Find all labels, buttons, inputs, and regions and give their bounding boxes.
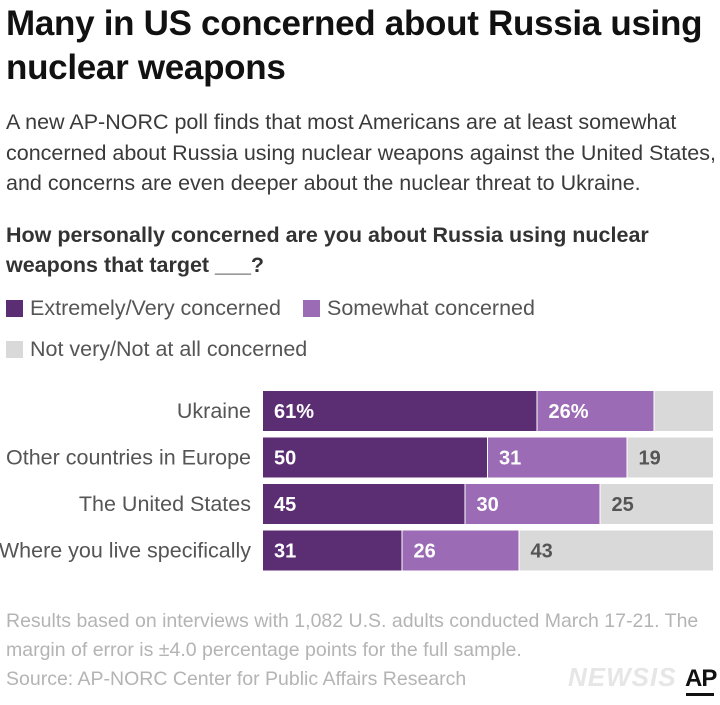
question-text: How personally concerned are you about R…	[6, 223, 649, 277]
legend-item-somewhat: Somewhat concerned	[303, 295, 535, 321]
bar-the-united-states-not-very-not-at-all-concerned	[600, 484, 713, 524]
data-label-the-united-states-extremely-very-concerned: 45	[274, 494, 296, 516]
bar-ukraine-not-very-not-at-all-concerned	[654, 391, 713, 431]
data-label-ukraine-somewhat-concerned: 26%	[549, 401, 589, 423]
category-label-where-you-live-specifically: Where you live specifically	[0, 539, 251, 563]
data-label-other-countries-in-europe-somewhat-concerned: 31	[499, 448, 521, 470]
bar-other-countries-in-europe-somewhat-concerned	[488, 437, 627, 478]
data-label-other-countries-in-europe-extremely-very-concerned: 50	[274, 448, 296, 470]
bar-ukraine-extremely-very-concerned	[263, 391, 537, 431]
ap-logo: AP	[685, 665, 717, 692]
bar-other-countries-in-europe-extremely-very-concerned	[263, 437, 487, 478]
data-label-where-you-live-specifically-extremely-very-concerned: 31	[274, 541, 296, 563]
data-label-the-united-states-somewhat-concerned: 30	[477, 494, 499, 516]
category-label-ukraine: Ukraine	[177, 399, 251, 423]
chart-subtitle: A new AP-NORC poll finds that most Ameri…	[6, 110, 716, 195]
ap-logo-underline	[686, 693, 714, 696]
data-label-ukraine-extremely-very-concerned: 61%	[274, 401, 314, 423]
stacked-bar-chart: Ukraine 61% 26% Other countries in Europe 50…	[0, 391, 713, 571]
bar-where-you-live-specifically-not-very-not-at-all-concerned	[519, 530, 713, 571]
legend-swatch-somewhat	[303, 299, 320, 317]
newsis-watermark: NEWSIS	[568, 662, 677, 692]
category-label-the-united-states: The United States	[79, 492, 251, 516]
bar-where-you-live-specifically-somewhat-concerned	[402, 530, 519, 571]
data-label-the-united-states-not-very-not-at-all-concerned: 25	[612, 494, 634, 516]
legend-item-extremely-very: Extremely/Very concerned	[6, 295, 281, 321]
bar-other-countries-in-europe-not-very-not-at-all-concerned	[627, 437, 713, 478]
methodology-note: Results based on interviews with 1,082 U…	[6, 610, 699, 661]
data-label-where-you-live-specifically-somewhat-concerned: 26	[414, 541, 436, 563]
chart-notes: Results based on interviews with 1,082 U…	[6, 607, 706, 694]
data-label-where-you-live-specifically-not-very-not-at-all-concerned: 43	[531, 541, 553, 563]
bar-where-you-live-specifically-extremely-very-concerned	[263, 530, 402, 571]
category-label-other-countries-in-europe: Other countries in Europe	[6, 446, 251, 470]
legend-swatch-not-very	[6, 340, 23, 358]
legend-label-extremely-very: Extremely/Very concerned	[30, 295, 281, 320]
bar-the-united-states-somewhat-concerned	[465, 484, 600, 524]
chart-title: Many in US concerned about Russia using …	[6, 4, 703, 87]
legend-label-not-very: Not very/Not at all concerned	[30, 336, 308, 361]
legend-item-not-very: Not very/Not at all concerned	[6, 336, 307, 362]
bar-ukraine-somewhat-concerned	[537, 391, 654, 431]
legend-swatch-extremely-very	[6, 299, 23, 317]
source-note: Source: AP-NORC Center for Public Affair…	[6, 668, 467, 690]
data-label-other-countries-in-europe-not-very-not-at-all-concerned: 19	[639, 448, 661, 470]
legend-label-somewhat: Somewhat concerned	[327, 295, 535, 320]
bar-the-united-states-extremely-very-concerned	[263, 484, 465, 524]
